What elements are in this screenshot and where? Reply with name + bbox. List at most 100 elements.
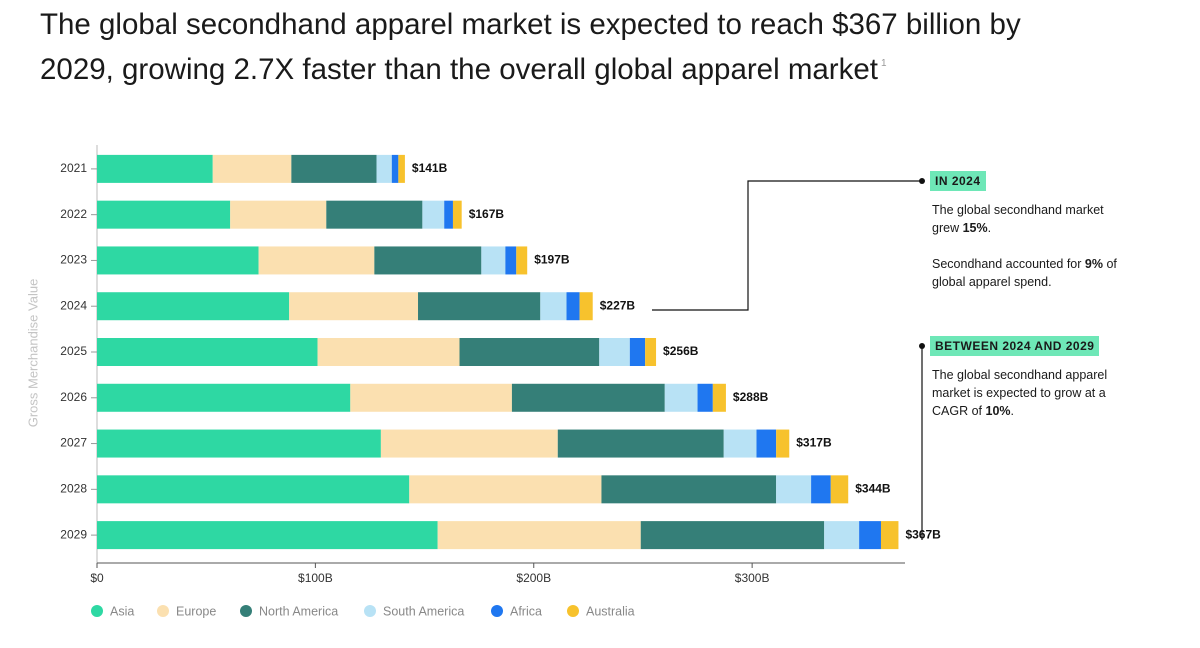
bar-segment <box>97 292 290 321</box>
y-tick-label: 2026 <box>60 390 87 404</box>
bar-segment <box>409 475 602 504</box>
y-tick-label: 2028 <box>60 482 87 496</box>
bar-segment <box>374 246 482 275</box>
text-run: Secondhand accounted for <box>932 257 1085 271</box>
bar-segment <box>258 246 375 275</box>
x-tick-label: $300B <box>735 571 770 585</box>
text-run: 9% <box>1084 257 1103 271</box>
bar-segment <box>723 429 757 458</box>
total-label: $317B <box>796 436 832 450</box>
bar-segment <box>380 429 558 458</box>
x-tick-label: $0 <box>90 571 104 585</box>
text-run: The global secondhand market grew <box>932 203 1104 235</box>
chart-title: The global secondhand apparel market is … <box>40 8 1021 86</box>
x-tick-label: $200B <box>516 571 551 585</box>
y-tick-label: 2024 <box>60 298 87 312</box>
bar-segment <box>712 383 726 412</box>
text-run: 10% <box>985 404 1011 418</box>
legend-swatch <box>91 605 103 617</box>
bar-segment <box>97 246 259 275</box>
legend-swatch <box>567 605 579 617</box>
bar-segment <box>376 154 392 183</box>
bar-segment <box>391 154 399 183</box>
text-run: The global secondhand apparel market is … <box>932 368 1108 418</box>
y-axis-label: Gross Merchandise Value <box>25 279 40 428</box>
bar-segment <box>317 338 460 366</box>
annotation-text: Secondhand accounted for 9% of global ap… <box>932 255 1122 291</box>
bar-segment <box>579 292 593 321</box>
annotation: IN 2024 The global secondhand market gre… <box>930 171 1122 291</box>
connector-dot <box>919 343 925 349</box>
total-label: $197B <box>534 253 570 267</box>
annotation: BETWEEN 2024 AND 2029 The global secondh… <box>930 336 1117 420</box>
legend-label: Australia <box>586 604 635 618</box>
bar-segment <box>880 521 899 550</box>
bar-segment <box>830 475 849 504</box>
bar-segment <box>212 154 292 183</box>
title-block: The global secondhand apparel market is … <box>40 2 1070 92</box>
y-tick-label: 2023 <box>60 253 87 267</box>
bar-segment <box>505 246 517 275</box>
bar-segment <box>640 521 825 550</box>
bar-segment <box>511 383 665 412</box>
bar-segment <box>422 200 445 229</box>
text-run: of global apparel spend. <box>932 257 1117 289</box>
legend-swatch <box>364 605 376 617</box>
bar-segment <box>350 383 512 412</box>
bar-segment <box>418 292 541 321</box>
bar-segment <box>398 154 405 183</box>
annotation-tag: IN 2024 <box>930 171 986 191</box>
bar-segment <box>97 475 410 504</box>
connector-dot <box>919 178 925 184</box>
annotation-text: The global secondhand apparel market is … <box>932 366 1117 420</box>
bar-segment <box>481 246 506 275</box>
bar-segment <box>289 292 419 321</box>
legend-label: Europe <box>176 604 216 618</box>
legend-label: North America <box>259 604 338 618</box>
total-label: $256B <box>663 344 699 358</box>
bar-segment <box>97 200 231 229</box>
annotation-text: The global secondhand market grew 15%. <box>932 201 1122 237</box>
connector <box>652 180 922 311</box>
bar-segment <box>776 429 790 458</box>
footnote: 1 <box>880 58 887 69</box>
bar-segment <box>97 383 351 412</box>
y-tick-label: 2027 <box>60 436 87 450</box>
bar-segment <box>756 429 777 458</box>
bar-segment <box>437 521 641 550</box>
bar-segment <box>540 292 567 321</box>
bar-segment <box>452 200 462 229</box>
total-label: $227B <box>600 298 636 312</box>
total-label: $167B <box>469 207 505 221</box>
y-tick-label: 2029 <box>60 527 87 541</box>
bar-segment <box>97 521 438 550</box>
legend-swatch <box>157 605 169 617</box>
y-tick-label: 2025 <box>60 344 87 358</box>
bar-segment <box>291 154 377 183</box>
legend-label: South America <box>383 604 464 618</box>
bar-segment <box>230 200 327 229</box>
text-run: 15% <box>962 221 988 235</box>
bar-segment <box>459 338 600 366</box>
legend-label: Asia <box>110 604 134 618</box>
total-label: $141B <box>412 161 448 175</box>
annotation-tag: BETWEEN 2024 AND 2029 <box>930 336 1100 356</box>
total-label: $288B <box>733 390 769 404</box>
bar-segment <box>444 200 453 229</box>
legend-label: Africa <box>510 604 542 618</box>
legend-swatch <box>240 605 252 617</box>
legend-swatch <box>491 605 503 617</box>
bar-segment <box>599 338 630 366</box>
bar-segment <box>629 338 646 366</box>
text-run: . <box>1010 404 1015 418</box>
total-label: $344B <box>855 482 891 496</box>
bar-segment <box>326 200 423 229</box>
bar-segment <box>566 292 580 321</box>
y-tick-label: 2021 <box>60 161 87 175</box>
bar-segment <box>697 383 713 412</box>
bar-segment <box>776 475 812 504</box>
y-tick-label: 2022 <box>60 207 87 221</box>
bar-segment <box>97 429 381 458</box>
